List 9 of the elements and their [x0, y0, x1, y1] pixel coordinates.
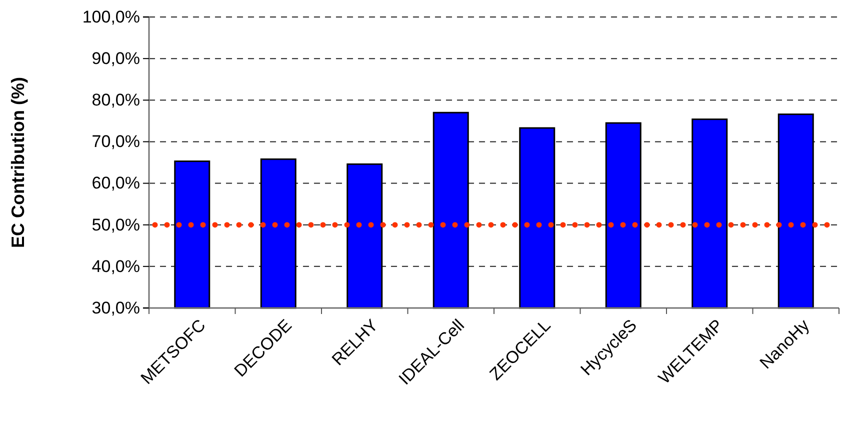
y-tick-label: 90,0% — [92, 49, 140, 68]
y-axis-title: EC Contribution (%) — [8, 77, 28, 248]
y-tick-label: 80,0% — [92, 90, 140, 110]
y-tick-label: 50,0% — [92, 215, 140, 234]
y-tick-label: 70,0% — [92, 132, 140, 152]
y-tick-label: 30,0% — [92, 298, 140, 318]
y-tick-label: 60,0% — [92, 174, 140, 193]
y-tick-label: 100,0% — [82, 7, 140, 26]
y-tick-label: 40,0% — [92, 256, 140, 276]
